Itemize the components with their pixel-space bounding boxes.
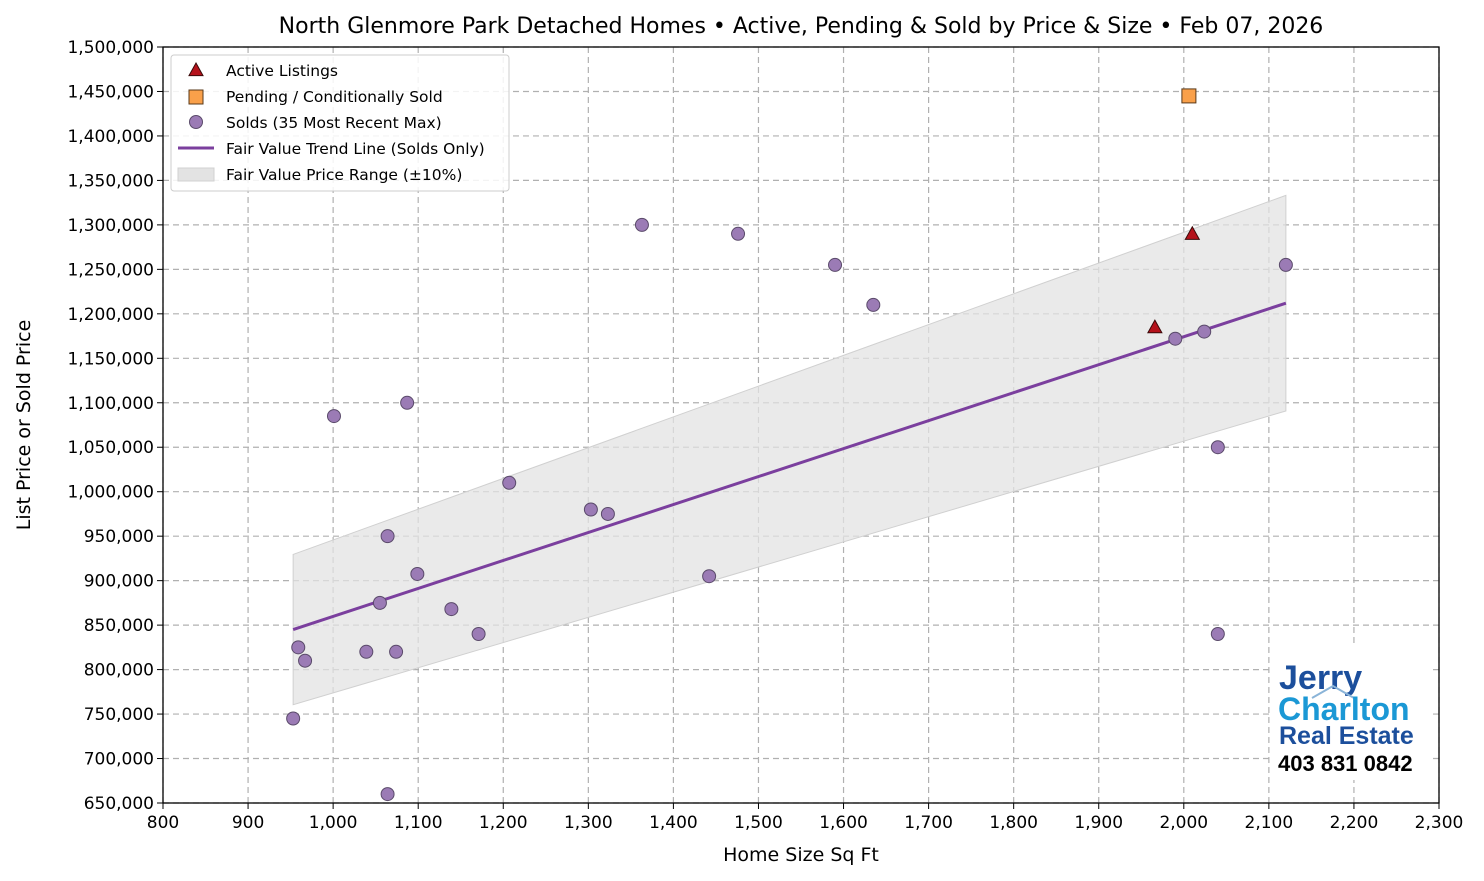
legend-active-icon bbox=[188, 61, 204, 77]
legend-entry-label: Fair Value Price Range (±10%) bbox=[226, 166, 462, 184]
sold-point bbox=[866, 297, 881, 312]
y-tick-label: 1,250,000 bbox=[67, 260, 154, 280]
sold-point bbox=[1210, 440, 1225, 455]
x-tick-label: 1,900 bbox=[1074, 813, 1123, 833]
trend-line bbox=[292, 301, 1287, 631]
sold-point bbox=[1168, 331, 1183, 346]
sold-point bbox=[1278, 257, 1293, 272]
x-tick-label: 1,800 bbox=[989, 813, 1038, 833]
sold-point bbox=[471, 627, 486, 642]
sold-point bbox=[291, 640, 306, 655]
y-tick-label: 700,000 bbox=[84, 750, 154, 770]
sold-point bbox=[400, 395, 415, 410]
x-tick-label: 1,100 bbox=[394, 813, 443, 833]
pending-point bbox=[1181, 88, 1197, 104]
x-tick-label: 900 bbox=[232, 813, 264, 833]
y-tick-label: 1,200,000 bbox=[67, 305, 154, 325]
sold-point bbox=[389, 644, 404, 659]
logo: Jerry Charlton Real Estate 403 831 0842 bbox=[1270, 645, 1430, 780]
sold-point bbox=[380, 529, 395, 544]
sold-point bbox=[380, 787, 395, 802]
sold-point bbox=[702, 569, 717, 584]
x-tick-label: 2,300 bbox=[1415, 813, 1464, 833]
x-tick-label: 2,000 bbox=[1159, 813, 1208, 833]
legend-entry-label: Active Listings bbox=[226, 62, 338, 80]
y-tick-label: 1,400,000 bbox=[67, 127, 154, 147]
x-tick-label: 800 bbox=[147, 813, 179, 833]
sold-point bbox=[583, 502, 598, 517]
legend-band-icon bbox=[177, 167, 215, 182]
fair-value-band bbox=[292, 194, 1287, 706]
sold-point bbox=[1197, 324, 1212, 339]
sold-point bbox=[502, 475, 517, 490]
y-tick-label: 1,050,000 bbox=[67, 438, 154, 458]
y-tick-label: 1,150,000 bbox=[67, 349, 154, 369]
sold-point bbox=[634, 217, 649, 232]
x-tick-label: 1,000 bbox=[309, 813, 358, 833]
y-tick-label: 1,000,000 bbox=[67, 483, 154, 503]
y-tick-label: 900,000 bbox=[84, 572, 154, 592]
x-tick-label: 1,500 bbox=[734, 813, 783, 833]
sold-point bbox=[1210, 627, 1225, 642]
active-listing-point bbox=[1147, 319, 1163, 334]
y-tick-label: 750,000 bbox=[84, 705, 154, 725]
y-axis-label: List Price or Sold Price bbox=[13, 320, 35, 531]
logo-line3: Real Estate bbox=[1279, 722, 1414, 750]
y-tick-label: 800,000 bbox=[84, 661, 154, 681]
x-axis-label: Home Size Sq Ft bbox=[723, 844, 879, 866]
sold-point bbox=[286, 711, 301, 726]
plot-frame bbox=[162, 46, 1440, 804]
legend-entry-label: Pending / Conditionally Sold bbox=[226, 88, 443, 106]
x-tick-label: 2,100 bbox=[1245, 813, 1294, 833]
x-tick-label: 1,300 bbox=[564, 813, 613, 833]
sold-point bbox=[731, 226, 746, 241]
active-listing-point bbox=[1184, 225, 1201, 240]
logo-line2: Charlton bbox=[1278, 691, 1410, 727]
legend-entry-label: Fair Value Trend Line (Solds Only) bbox=[226, 140, 485, 158]
sold-point bbox=[372, 595, 387, 610]
y-tick-label: 1,500,000 bbox=[67, 38, 154, 58]
sold-point bbox=[600, 506, 615, 521]
data-marks bbox=[286, 88, 1293, 802]
sold-point bbox=[359, 644, 374, 659]
y-tick-label: 650,000 bbox=[84, 794, 154, 814]
legend-sold-icon bbox=[189, 115, 203, 129]
sold-point bbox=[444, 602, 459, 617]
y-tick-label: 1,300,000 bbox=[67, 216, 154, 236]
x-tick-label: 1,200 bbox=[479, 813, 528, 833]
legend-pending-icon bbox=[188, 89, 204, 105]
sold-point bbox=[298, 653, 313, 668]
sold-point bbox=[326, 409, 341, 424]
sold-point bbox=[828, 257, 843, 272]
y-tick-label: 1,450,000 bbox=[67, 82, 154, 102]
legend: Active Listings Pending / Conditionally S… bbox=[170, 54, 510, 192]
x-tick-label: 1,600 bbox=[819, 813, 868, 833]
y-tick-label: 850,000 bbox=[84, 616, 154, 636]
sold-point bbox=[410, 566, 425, 581]
y-tick-label: 1,350,000 bbox=[67, 171, 154, 191]
x-tick-label: 1,400 bbox=[649, 813, 698, 833]
legend-entry-label: Solds (35 Most Recent Max) bbox=[226, 114, 442, 132]
y-tick-label: 1,100,000 bbox=[67, 394, 154, 414]
logo-phone: 403 831 0842 bbox=[1278, 751, 1413, 776]
y-tick-label: 950,000 bbox=[84, 527, 154, 547]
fair-value-band-area bbox=[292, 194, 1287, 706]
x-tick-label: 1,700 bbox=[904, 813, 953, 833]
axis-ticks: 800 900 1,000 1,100 1,200 1,300 1,400 1,500 1,60… bbox=[67, 38, 1463, 833]
chart-title: North Glenmore Park Detached Homes • Act… bbox=[279, 14, 1324, 39]
logo-line1: Jerry bbox=[1279, 659, 1362, 697]
x-tick-label: 2,200 bbox=[1330, 813, 1379, 833]
